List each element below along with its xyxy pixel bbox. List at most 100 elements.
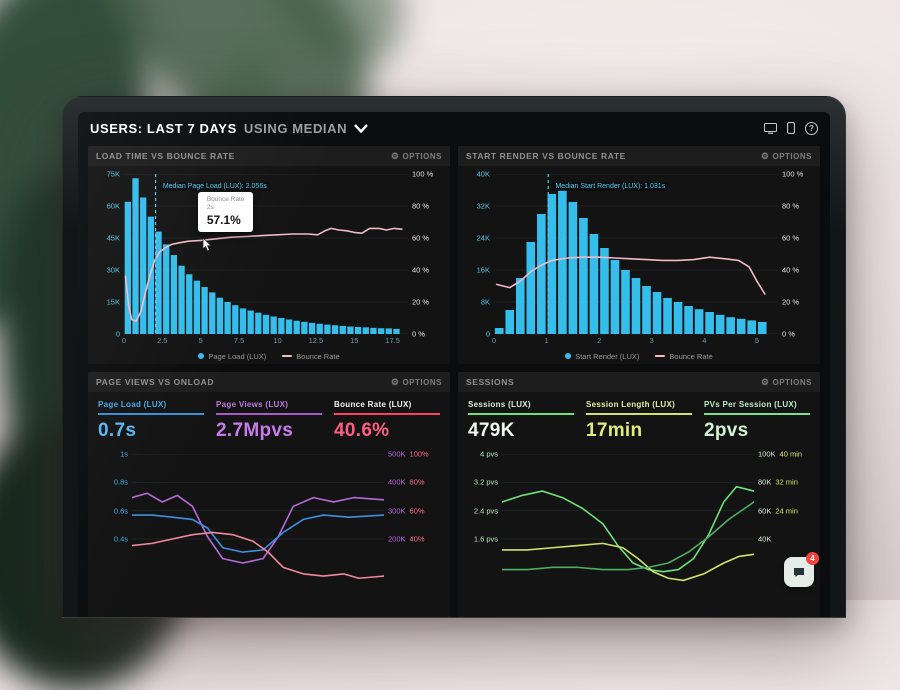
plot-area[interactable]: Median Start Render (LUX): 1.031s xyxy=(494,174,778,334)
histogram-bar[interactable] xyxy=(377,328,385,334)
histogram-bar[interactable] xyxy=(547,194,557,334)
options-button[interactable]: ⚙ OPTIONS xyxy=(760,150,812,161)
y-axis-right: 500K 100% 400K 80% 300K 60% 200K 40% xyxy=(384,450,444,617)
histogram-bar[interactable] xyxy=(232,305,239,334)
y-axis-tick: 300K 60% xyxy=(388,506,425,515)
tooltip-label: Bounce Rate xyxy=(206,195,245,203)
histogram-bar[interactable] xyxy=(163,244,170,334)
plot-area[interactable]: Median Page Load (LUX): 2.056s Bounce Rat… xyxy=(124,174,408,334)
histogram-bar[interactable] xyxy=(124,201,131,334)
legend-item[interactable]: Bounce Rate xyxy=(655,351,713,361)
options-button[interactable]: ⚙ OPTIONS xyxy=(391,151,442,161)
support-chat-button[interactable]: 4 xyxy=(784,552,819,587)
histogram-bar[interactable] xyxy=(494,328,504,334)
plot-area[interactable] xyxy=(502,454,754,617)
mobile-icon[interactable] xyxy=(787,122,795,134)
help-icon[interactable]: ? xyxy=(805,121,818,135)
y-axis-tick: 400K 80% xyxy=(388,478,425,487)
histogram-bar[interactable] xyxy=(285,319,293,334)
options-button[interactable]: ⚙ OPTIONS xyxy=(391,377,442,387)
histogram-bar[interactable] xyxy=(324,324,331,334)
histogram-bar[interactable] xyxy=(308,322,316,334)
histogram-bar[interactable] xyxy=(393,328,400,334)
legend-item[interactable]: Start Render (LUX) xyxy=(565,352,639,361)
histogram-bar[interactable] xyxy=(132,178,139,334)
stat-value: 479K xyxy=(468,420,515,441)
histogram-bar[interactable] xyxy=(247,310,254,334)
series-line-page-load-lux xyxy=(132,515,384,552)
histogram-bar[interactable] xyxy=(278,318,285,334)
y-axis-tick: 100 % xyxy=(412,169,434,179)
options-button[interactable]: ⚙ OPTIONS xyxy=(760,376,812,387)
panel-header: LOAD TIME VS BOUNCE RATE ⚙ OPTIONS xyxy=(88,146,450,166)
histogram-bar[interactable] xyxy=(715,314,725,334)
histogram-bar[interactable] xyxy=(354,326,362,334)
histogram-bar[interactable] xyxy=(558,190,567,334)
histogram-bar[interactable] xyxy=(579,218,588,334)
histogram-bar[interactable] xyxy=(652,292,662,334)
histogram-bar[interactable] xyxy=(301,321,308,334)
histogram-bar[interactable] xyxy=(747,320,757,334)
histogram-bar[interactable] xyxy=(663,298,672,334)
histogram-bar[interactable] xyxy=(515,278,525,334)
histogram-bar[interactable] xyxy=(673,302,683,334)
histogram-bar[interactable] xyxy=(347,326,354,334)
histogram-bar[interactable] xyxy=(155,231,162,334)
chevron-down-icon[interactable] xyxy=(354,123,369,133)
histogram-bar[interactable] xyxy=(140,197,147,334)
desktop-icon[interactable] xyxy=(764,122,777,134)
stat-value: 2pvs xyxy=(704,420,749,441)
histogram-bar[interactable] xyxy=(216,297,224,334)
histogram-bar[interactable] xyxy=(178,265,185,334)
histogram-bar[interactable] xyxy=(186,274,193,334)
histogram-bar[interactable] xyxy=(293,320,300,334)
histogram-bar[interactable] xyxy=(201,287,208,334)
histogram-bar[interactable] xyxy=(262,314,270,334)
histogram-bar[interactable] xyxy=(505,310,515,334)
histogram-bar[interactable] xyxy=(255,312,262,334)
histogram-bar[interactable] xyxy=(526,242,536,334)
histogram-bar[interactable] xyxy=(694,309,704,334)
x-axis-tick: 0 xyxy=(491,336,497,345)
histogram-bar[interactable] xyxy=(642,286,651,334)
y-axis-tick: 500K 100% xyxy=(388,450,429,459)
gear-icon: ⚙ xyxy=(760,150,770,161)
histogram-bar[interactable] xyxy=(684,306,693,334)
x-axis-tick: 17.5 xyxy=(385,336,400,345)
histogram-bar[interactable] xyxy=(385,328,392,334)
x-axis-tick: 5 xyxy=(198,336,203,345)
histogram-bar[interactable] xyxy=(631,278,641,334)
plot-area[interactable] xyxy=(132,454,384,617)
stat-session-length-lux: Session Length (LUX) 17min xyxy=(586,400,692,442)
histogram-bar[interactable] xyxy=(621,270,630,334)
legend-label: Bounce Rate xyxy=(669,351,713,361)
histogram-bar[interactable] xyxy=(224,302,231,334)
legend-item[interactable]: Bounce Rate xyxy=(282,352,340,361)
histogram-bar[interactable] xyxy=(193,280,201,334)
histogram-bar[interactable] xyxy=(705,312,714,334)
histogram-bar[interactable] xyxy=(370,327,377,334)
histogram-bar[interactable] xyxy=(610,260,620,334)
histogram-bar[interactable] xyxy=(331,325,339,334)
legend-item[interactable]: Page Load (LUX) xyxy=(198,352,266,361)
page-title[interactable]: USERS: LAST 7 DAYS USING MEDIAN xyxy=(90,121,369,136)
histogram-bar[interactable] xyxy=(757,322,767,334)
histogram-bar[interactable] xyxy=(568,202,578,334)
y-axis-tick: 80 % xyxy=(412,201,430,211)
histogram-bar[interactable] xyxy=(537,214,546,334)
histogram-bar[interactable] xyxy=(147,216,155,334)
histogram-bar[interactable] xyxy=(736,318,746,334)
y-axis-tick: 20 % xyxy=(782,297,800,307)
histogram-bar[interactable] xyxy=(339,325,346,334)
histogram-bar[interactable] xyxy=(239,308,247,334)
histogram-bar[interactable] xyxy=(209,292,216,334)
histogram-bar[interactable] xyxy=(270,316,277,334)
histogram-bar[interactable] xyxy=(316,323,323,334)
histogram-bar[interactable] xyxy=(589,234,599,334)
histogram-bar[interactable] xyxy=(170,255,178,334)
x-axis-tick: 10 xyxy=(273,336,282,345)
histogram-bar[interactable] xyxy=(726,317,735,334)
gear-icon: ⚙ xyxy=(760,376,770,387)
histogram-bar[interactable] xyxy=(362,327,369,334)
histogram-bar[interactable] xyxy=(600,248,609,334)
